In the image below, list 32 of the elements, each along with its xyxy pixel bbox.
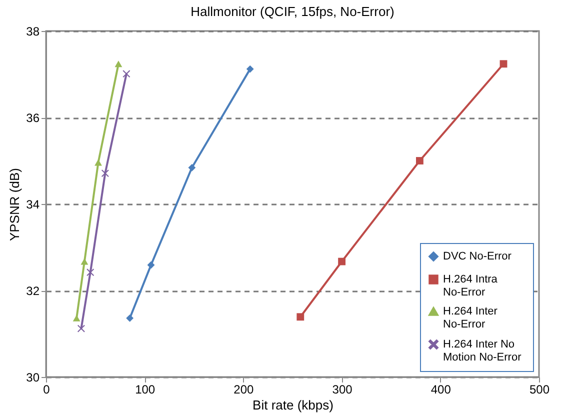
point xyxy=(338,258,346,266)
x-tick-label: 300 xyxy=(332,382,353,396)
point xyxy=(114,60,122,68)
point xyxy=(80,258,88,265)
y-tick-label: 30 xyxy=(26,370,40,384)
point xyxy=(126,314,134,322)
chart-title: Hallmonitor (QCIF, 15fps, No-Error) xyxy=(190,4,394,19)
x-tick-label: 500 xyxy=(529,382,550,396)
point xyxy=(416,157,424,164)
legend-label: DVC No-Error xyxy=(443,250,512,262)
point xyxy=(101,170,109,177)
y-tick-label: 38 xyxy=(26,24,40,38)
point xyxy=(122,70,130,78)
legend-label: H.264 Intra No-Error xyxy=(443,274,498,298)
x-tick-label: 0 xyxy=(43,382,50,396)
y-tick-label: 36 xyxy=(26,111,40,125)
x-tick-label: 400 xyxy=(430,382,452,396)
y-tick-label: 32 xyxy=(26,284,40,298)
point xyxy=(500,60,508,68)
x-tick-label: 200 xyxy=(234,382,254,396)
point xyxy=(188,164,196,172)
legend-label: H.264 Inter No Motion No-Error xyxy=(443,338,522,364)
x-axis-title: Bit rate (kbps) xyxy=(252,398,334,412)
legend-label: H.264 Inter No-Error xyxy=(443,306,498,330)
point xyxy=(296,313,304,321)
y-tick-label: 34 xyxy=(26,198,40,212)
x-tick-label: 100 xyxy=(135,382,156,396)
point xyxy=(246,65,254,73)
point xyxy=(147,261,155,269)
point xyxy=(94,159,102,166)
point xyxy=(86,268,94,276)
y-axis-title: YPSNR (dB) xyxy=(7,168,22,241)
